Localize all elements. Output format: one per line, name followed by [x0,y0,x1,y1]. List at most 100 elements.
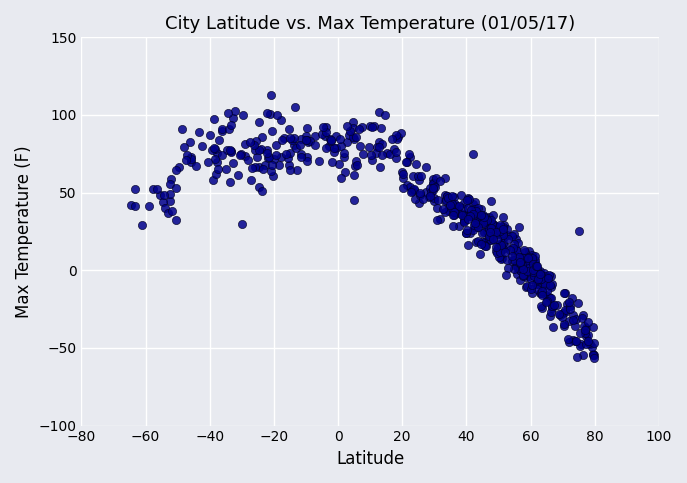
Point [471,208,482,215]
Point [290,144,301,152]
Point [303,138,314,146]
Point [552,301,563,309]
Point [302,125,313,132]
Point [414,199,425,207]
Point [463,204,474,212]
Point [507,244,518,252]
Point [526,285,537,293]
Point [563,317,574,325]
Point [254,163,265,170]
Point [502,235,513,243]
Point [304,137,315,144]
Point [478,218,489,226]
Point [276,136,287,144]
Point [537,292,548,299]
Point [166,207,177,215]
Point [449,208,460,216]
Point [289,135,300,142]
Point [282,155,293,162]
Point [330,144,341,152]
Point [530,262,541,270]
Point [545,272,556,280]
Point [497,223,508,231]
Point [251,137,262,144]
Point [571,314,582,322]
Point [190,162,201,170]
Point [532,264,543,272]
Point [545,295,556,302]
Point [440,174,451,182]
Point [574,329,585,337]
Point [486,224,497,231]
Point [185,138,196,146]
Point [538,270,549,277]
Point [239,152,250,159]
Point [559,306,570,313]
Point [438,205,449,213]
Point [347,118,358,126]
Point [511,262,522,270]
Point [501,271,512,279]
Point [532,262,543,270]
Point [534,275,545,283]
Point [531,280,542,288]
Point [564,339,575,346]
Point [207,176,218,184]
Point [514,259,525,267]
Point [433,196,444,204]
Point [136,221,147,228]
Point [559,308,570,315]
Point [221,165,232,173]
Point [485,197,496,205]
Point [519,246,530,254]
Point [267,127,278,135]
Point [475,216,486,224]
Point [148,185,159,193]
Point [248,142,259,149]
Point [463,195,474,203]
Point [434,215,445,223]
Point [530,262,541,270]
Point [336,174,347,182]
Point [410,160,421,168]
Point [181,151,192,159]
Point [217,127,228,135]
Point [512,261,523,269]
Point [536,304,547,312]
Point [458,218,469,226]
Point [462,241,473,249]
Point [508,256,519,264]
Point [393,133,404,141]
Point [326,137,337,144]
Point [441,192,452,200]
Point [348,171,359,179]
Point [354,142,365,149]
Point [495,244,506,252]
Point [320,128,331,135]
Point [157,198,168,205]
Point [412,172,423,180]
Point [456,211,467,219]
Point [349,162,360,170]
Point [258,165,269,172]
Point [283,161,294,169]
Point [499,233,510,241]
Point [475,206,486,213]
Point [375,163,386,171]
Point [459,216,470,224]
Point [261,146,272,154]
Point [301,154,312,161]
Point [324,142,335,150]
Point [426,188,437,196]
Point [217,151,228,159]
Point [547,303,558,311]
Point [581,340,592,348]
Point [401,158,412,166]
Point [469,207,480,215]
Point [541,287,552,295]
Point [225,148,236,156]
Point [427,175,438,183]
Point [321,144,332,152]
Point [279,134,290,142]
Point [250,146,261,154]
